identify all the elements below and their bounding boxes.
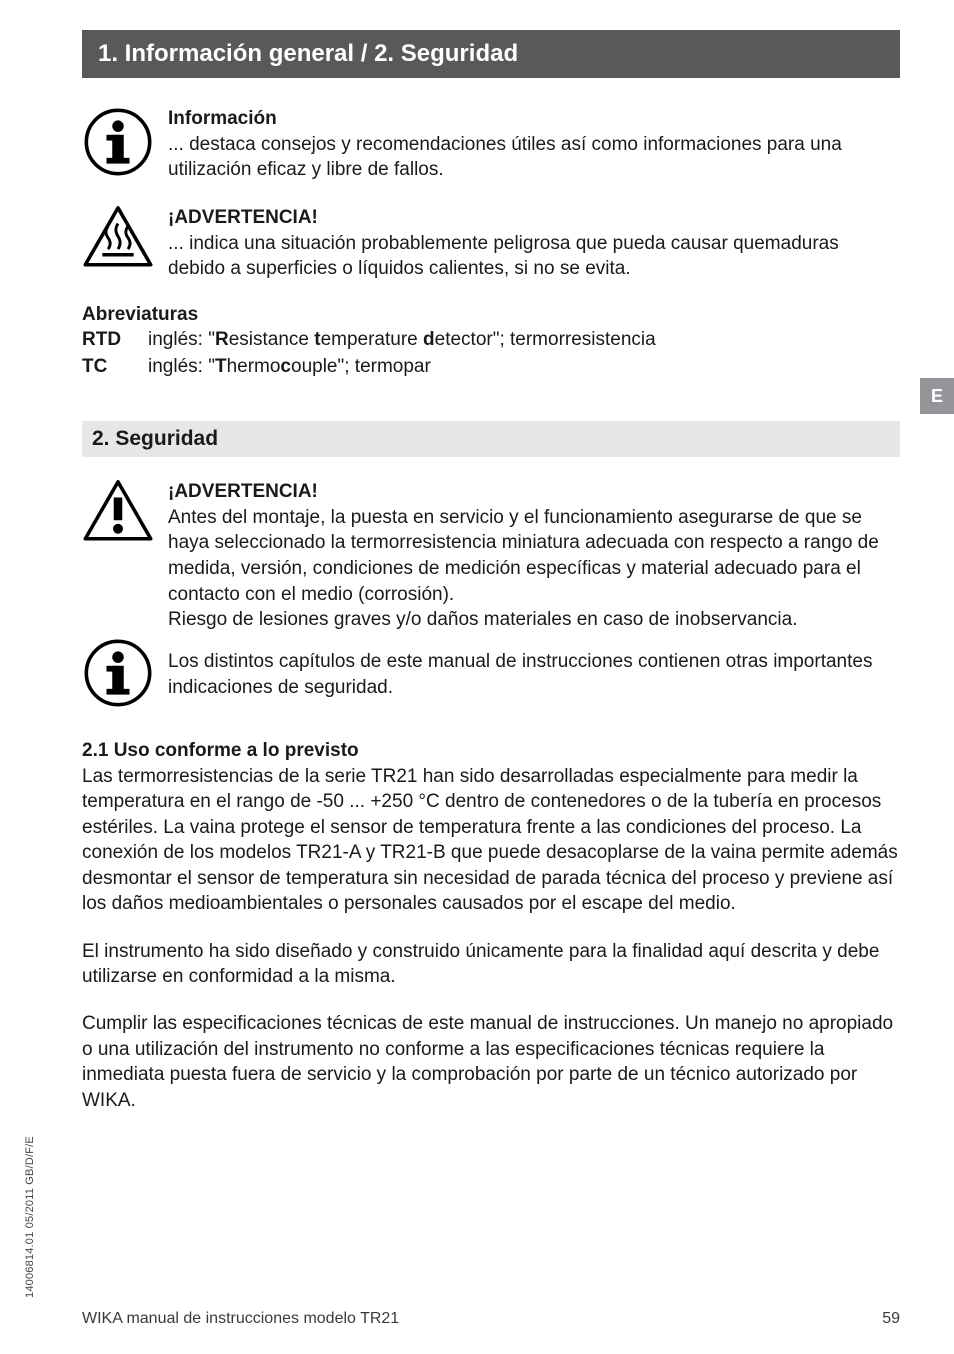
section-2-1-p1: Las termorresistencias de la serie TR21 … (82, 764, 900, 917)
abbrev-row-tc: TC inglés: "Thermocouple"; termopar (82, 353, 900, 381)
warning-body-1: ... indica una situación probablemente p… (168, 231, 900, 282)
info-text-2: Los distintos capítulos de este manual d… (168, 637, 900, 700)
section-2-heading: 2. Seguridad (82, 421, 900, 457)
page-footer: WIKA manual de instrucciones modelo TR21… (82, 1310, 900, 1328)
chapter-header: 1. Información general / 2. Seguridad (82, 30, 900, 78)
warning-body-2a: Antes del montaje, la puesta en servicio… (168, 505, 900, 608)
warning-title-1: ¡ADVERTENCIA! (168, 205, 900, 231)
abbrev-key-tc: TC (82, 353, 148, 381)
footer-page-number: 59 (882, 1310, 900, 1328)
info-title-1: Información (168, 106, 900, 132)
warning-text-2: ¡ADVERTENCIA! Antes del montaje, la pues… (168, 479, 900, 633)
page-content: 1. Información general / 2. Seguridad In… (0, 0, 954, 1113)
warning-icon (82, 479, 168, 548)
info-block-2: Los distintos capítulos de este manual d… (82, 637, 900, 714)
abbrev-val-tc: inglés: "Thermocouple"; termopar (148, 353, 900, 381)
info-icon (82, 106, 168, 183)
info-icon-2 (82, 637, 168, 714)
warning-text-1: ¡ADVERTENCIA! ... indica una situación p… (168, 205, 900, 282)
abbrev-heading: Abreviaturas (82, 304, 900, 326)
document-code: 14006814.01 05/2011 GB/D/F/E (24, 1136, 36, 1298)
info-block-1: Información ... destaca consejos y recom… (82, 106, 900, 183)
section-2-1-p3: Cumplir las especificaciones técnicas de… (82, 1011, 900, 1113)
abbrev-row-rtd: RTD inglés: "Resistance temperature dete… (82, 326, 900, 354)
info-body-1: ... destaca consejos y recomendaciones ú… (168, 132, 900, 183)
info-text-1: Información ... destaca consejos y recom… (168, 106, 900, 183)
abbrev-key-rtd: RTD (82, 326, 148, 354)
warning-block-1: ¡ADVERTENCIA! ... indica una situación p… (82, 205, 900, 282)
section-2-1-heading: 2.1 Uso conforme a lo previsto (82, 740, 900, 762)
warning-body-2b: Riesgo de lesiones graves y/o daños mate… (168, 607, 900, 633)
warning-title-2: ¡ADVERTENCIA! (168, 479, 900, 505)
abbrev-val-rtd: inglés: "Resistance temperature detector… (148, 326, 900, 354)
footer-left: WIKA manual de instrucciones modelo TR21 (82, 1310, 399, 1328)
section-2-1-p2: El instrumento ha sido diseñado y constr… (82, 939, 900, 990)
hot-surface-icon (82, 205, 168, 274)
warning-block-2: ¡ADVERTENCIA! Antes del montaje, la pues… (82, 479, 900, 633)
info-body-2: Los distintos capítulos de este manual d… (168, 649, 900, 700)
language-tab: E (920, 378, 954, 414)
